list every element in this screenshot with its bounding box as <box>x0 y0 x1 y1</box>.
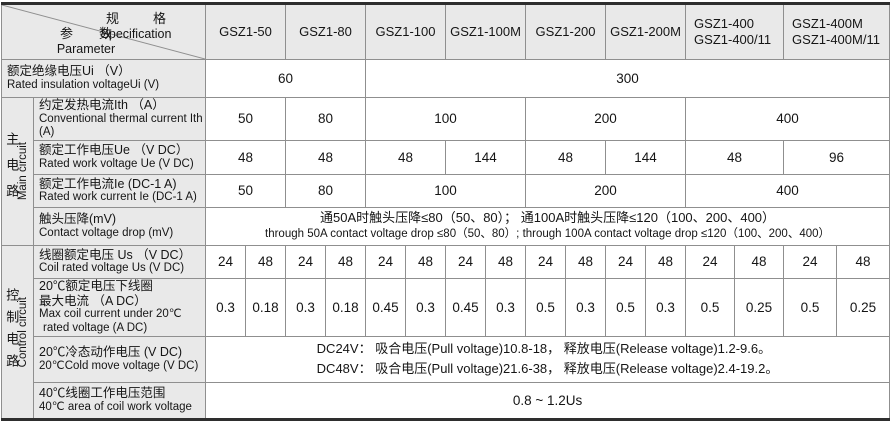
value-cell: 0.25 <box>734 277 785 337</box>
corner-header-cell: 规格 Specification 参数 Parameter <box>1 3 206 60</box>
value-cell: 0.3 <box>285 277 326 337</box>
value-cell: 48 <box>364 139 447 175</box>
model-header-gsz1-200m: GSZ1-200M <box>605 3 687 60</box>
row-coil-voltage: 控制电路 Control circuit 线圈额定电压 Us （V DC） Co… <box>1 244 891 420</box>
value-cell: 24 <box>525 244 567 279</box>
value-cell: 100 <box>364 97 527 141</box>
group-control-en: Control circuit <box>17 296 30 367</box>
group-control-cn: 控制电路 <box>4 287 20 376</box>
value-cell: 60 <box>205 59 366 98</box>
corner-param-label: 参数 Parameter <box>26 23 146 56</box>
model-header-gsz1-400: GSZ1-400 GSZ1-400/11 <box>685 3 785 60</box>
value-cell: 0.25 <box>836 277 891 337</box>
value-cell: 48 <box>645 244 687 279</box>
row-label-work-voltage: 额定工作电压Ue （V DC） Rated work voltage Ue (V… <box>33 139 206 175</box>
value-cell: 24 <box>445 244 487 279</box>
spec-cn-label: 规格 <box>105 11 200 26</box>
row-coil-work-range: 40℃线圈工作电压范围 40℃ area of coil work voltag… <box>2 381 891 420</box>
group-control-circuit: 控制电路 Control circuit <box>1 244 34 420</box>
row-label-cold-move: 20℃冷态动作电压 (V DC) 20℃Cold move voltage (V… <box>33 335 206 383</box>
row-label-work-range: 40℃线圈工作电压范围 40℃ area of coil work voltag… <box>33 381 206 420</box>
value-cell: 0.3 <box>645 277 687 337</box>
value-cell: 0.5 <box>605 277 647 337</box>
value-cell: 50 <box>205 97 286 141</box>
value-cell: 48 <box>404 244 447 279</box>
value-cell: 80 <box>285 173 366 208</box>
cold-move-value: DC24V： 吸合电压(Pull voltage)10.8-18， 释放电压(R… <box>204 335 891 383</box>
value-cell: 0.5 <box>783 277 838 337</box>
row-work-voltage: 额定工作电压Ue （V DC） Rated work voltage Ue (V… <box>2 139 891 175</box>
value-cell: 200 <box>525 173 687 208</box>
work-range-value: 0.8 ~ 1.2Us <box>204 381 891 420</box>
value-cell: 0.45 <box>445 277 487 337</box>
model-header-gsz1-100: GSZ1-100 <box>364 3 447 60</box>
value-cell: 24 <box>285 244 326 279</box>
value-cell: 400 <box>685 97 891 141</box>
value-cell: 100 <box>364 173 527 208</box>
group-main-en: Main circuit <box>17 142 30 201</box>
value-cell: 24 <box>685 244 736 279</box>
value-cell: 24 <box>365 244 406 279</box>
value-cell: 80 <box>285 97 366 141</box>
value-cell: 48 <box>836 244 891 279</box>
row-label-insulation: 额定绝缘电压Ui （V） Rated insulation voltageUi … <box>1 59 206 98</box>
value-cell: 24 <box>205 244 246 279</box>
param-en-label: Parameter <box>56 42 116 56</box>
row-label-max-coil-current: 20℃额定电压下线圈 最大电流 （A DC） Max coil current … <box>33 277 206 337</box>
value-cell: 144 <box>605 139 687 175</box>
row-work-current: 额定工作电流Ie (DC-1 A) Rated work current Ie … <box>2 173 891 208</box>
value-cell: 24 <box>605 244 647 279</box>
diagonal-divider <box>2 5 205 59</box>
model-header-gsz1-50: GSZ1-50 <box>205 3 286 60</box>
value-cell: 0.3 <box>404 277 447 337</box>
group-main-circuit: 主电路 Main circuit <box>1 97 34 246</box>
value-cell: 50 <box>205 173 286 208</box>
value-cell: 48 <box>734 244 785 279</box>
value-cell: 144 <box>445 139 527 175</box>
param-cn-label: 参数 <box>59 26 138 41</box>
value-cell: 0.18 <box>325 277 366 337</box>
row-label-contact-drop: 触头压降(mV) Contact voltage drop (mV) <box>33 206 206 246</box>
value-cell: 0.18 <box>245 277 286 337</box>
model-header-gsz1-80: GSZ1-80 <box>285 3 366 60</box>
value-cell: 48 <box>485 244 527 279</box>
row-label-coil-voltage: 线圈额定电压 Us （V DC） Coil rated voltage Us (… <box>33 244 206 279</box>
value-cell: 48 <box>285 139 366 175</box>
group-main-cn: 主电路 <box>4 132 20 211</box>
model-header-gsz1-400m: GSZ1-400M GSZ1-400M/11 <box>783 3 891 60</box>
row-max-coil-current: 20℃额定电压下线圈 最大电流 （A DC） Max coil current … <box>2 277 891 337</box>
value-cell: 0.3 <box>205 277 246 337</box>
header-row: 规格 Specification 参数 Parameter GSZ1-50 GS… <box>1 3 891 60</box>
value-cell: 48 <box>205 139 286 175</box>
value-cell: 200 <box>525 97 687 141</box>
model-header-gsz1-100m: GSZ1-100M <box>445 3 527 60</box>
value-cell: 400 <box>685 173 891 208</box>
row-contact-drop: 触头压降(mV) Contact voltage drop (mV) 通50A时… <box>2 206 891 246</box>
value-cell: 48 <box>685 139 785 175</box>
row-label-work-current: 额定工作电流Ie (DC-1 A) Rated work current Ie … <box>33 173 206 208</box>
value-cell: 48 <box>245 244 286 279</box>
corner-spec-label: 规格 Specification <box>71 8 201 41</box>
value-cell: 0.3 <box>565 277 607 337</box>
row-label-thermal: 约定发热电流Ith （A） Conventional thermal curre… <box>33 97 206 141</box>
contact-drop-value: 通50A时触头压降≤80（50、80）； 通100A时触头压降≤120（100、… <box>204 206 891 246</box>
value-cell: 300 <box>364 59 891 98</box>
value-cell: 48 <box>325 244 366 279</box>
model-header-gsz1-200: GSZ1-200 <box>525 3 607 60</box>
value-cell: 48 <box>525 139 607 175</box>
value-cell: 0.3 <box>485 277 527 337</box>
value-cell: 0.45 <box>365 277 406 337</box>
value-cell: 96 <box>783 139 891 175</box>
value-cell: 0.5 <box>685 277 736 337</box>
row-thermal-current: 主电路 Main circuit 约定发热电流Ith （A） Conventio… <box>1 97 891 246</box>
row-insulation-voltage: 额定绝缘电压Ui （V） Rated insulation voltageUi … <box>1 59 891 98</box>
spec-en-label: Specification <box>100 27 172 41</box>
value-cell: 48 <box>565 244 607 279</box>
value-cell: 0.5 <box>525 277 567 337</box>
value-cell: 24 <box>783 244 838 279</box>
row-cold-move-voltage: 20℃冷态动作电压 (V DC) 20℃Cold move voltage (V… <box>2 335 891 383</box>
